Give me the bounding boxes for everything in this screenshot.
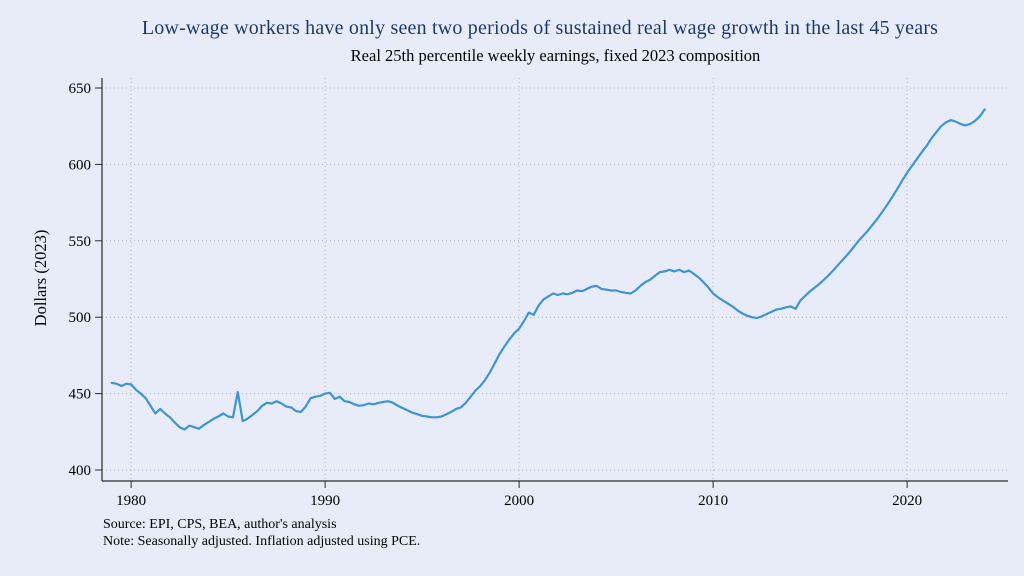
tick-labels: 400 450 500 550 600 650 1980 1990 2000 2010 2020 xyxy=(69,81,923,509)
wage-series-line xyxy=(110,108,986,431)
axes xyxy=(95,78,1008,488)
svg-text:1980: 1980 xyxy=(116,493,146,509)
method-note: Note: Seasonally adjusted. Inflation adj… xyxy=(103,534,421,549)
footnotes: Source: EPI, CPS, BEA, author's analysis… xyxy=(103,516,420,550)
svg-text:2010: 2010 xyxy=(698,493,728,509)
svg-text:500: 500 xyxy=(69,310,92,326)
svg-text:450: 450 xyxy=(69,387,92,403)
svg-text:400: 400 xyxy=(69,463,92,479)
chart-title: Low-wage workers have only seen two peri… xyxy=(141,17,939,39)
source-note: Source: EPI, CPS, BEA, author's analysis xyxy=(103,517,337,532)
chart-subtitle: Real 25th percentile weekly earnings, fi… xyxy=(350,46,761,65)
svg-text:2020: 2020 xyxy=(892,493,922,509)
svg-text:2000: 2000 xyxy=(504,493,534,509)
gridlines xyxy=(102,78,1008,481)
svg-text:650: 650 xyxy=(69,81,92,97)
svg-text:550: 550 xyxy=(69,234,92,250)
series xyxy=(110,108,986,431)
svg-text:600: 600 xyxy=(69,157,92,173)
svg-text:1990: 1990 xyxy=(310,493,340,509)
